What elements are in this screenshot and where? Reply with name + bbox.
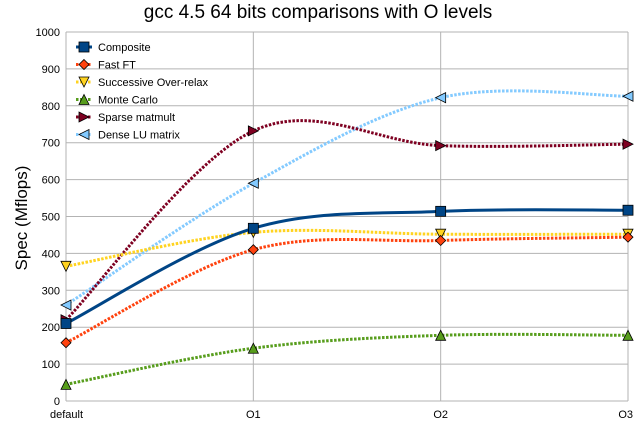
data-point	[435, 140, 447, 152]
x-tick-label: O3	[618, 409, 633, 421]
series-fast-ft	[60, 231, 634, 349]
data-point	[247, 222, 259, 234]
legend-item: Monte Carlo	[76, 93, 158, 107]
chart-title: gcc 4.5 64 bits comparisons with O level…	[143, 2, 493, 23]
legend-item: Dense LU matrix	[76, 128, 180, 142]
legend-item: Fast FT	[76, 58, 136, 72]
legend-label: Dense LU matrix	[98, 130, 180, 142]
y-tick-labels: 0 100 200 300 400 500 600 700 800 900 1000	[36, 27, 60, 408]
legend-swatch-marker	[78, 76, 90, 88]
legend-swatch-marker	[78, 128, 90, 141]
data-point	[622, 329, 634, 341]
data-point	[247, 177, 259, 189]
data-point	[622, 204, 634, 216]
data-point	[435, 234, 447, 247]
data-point	[435, 228, 447, 241]
data-point	[60, 260, 72, 273]
data-point	[622, 138, 634, 150]
legend-item: Sparse matmult	[76, 111, 175, 124]
data-point	[60, 337, 72, 349]
legend-label: Sparse matmult	[98, 112, 175, 124]
y-tick-label: 900	[42, 64, 60, 76]
data-point	[247, 244, 259, 256]
data-point	[247, 125, 260, 137]
series-sparse-matmult	[60, 119, 634, 326]
y-tick-label: 200	[42, 322, 60, 334]
legend: Composite Fast FT Successive Over-relax Mon…	[76, 41, 209, 142]
legend-label: Composite	[98, 42, 151, 54]
legend-label: Fast FT	[98, 60, 136, 72]
series-line	[65, 235, 629, 345]
series-layer	[60, 89, 634, 390]
legend-swatch-marker	[78, 58, 90, 71]
y-tick-label: 0	[54, 396, 60, 408]
data-point	[622, 90, 634, 102]
x-tick-label: O2	[433, 409, 448, 421]
series-composite	[60, 204, 634, 329]
series-monte-carlo	[60, 329, 634, 390]
legend-swatch-marker	[78, 41, 90, 53]
legend-swatch-marker	[78, 111, 90, 123]
data-point	[435, 205, 447, 217]
series-line	[65, 208, 629, 325]
legend-label: Successive Over-relax	[98, 77, 209, 89]
data-point	[247, 342, 259, 354]
y-tick-label: 500	[42, 212, 60, 224]
y-tick-label: 300	[42, 285, 60, 297]
series-line	[65, 332, 629, 386]
series-line	[65, 228, 629, 268]
y-tick-label: 400	[42, 248, 60, 260]
data-point	[60, 299, 72, 311]
series-line	[64, 119, 629, 321]
data-point	[60, 378, 72, 390]
data-point	[622, 231, 634, 243]
legend-label: Monte Carlo	[98, 95, 158, 107]
x-tick-label: O1	[246, 409, 261, 421]
data-point	[60, 318, 72, 329]
data-point	[434, 92, 447, 104]
y-tick-label: 600	[42, 175, 60, 187]
legend-item: Composite	[76, 41, 151, 54]
data-point	[435, 329, 447, 341]
x-tick-label: default	[50, 409, 83, 421]
y-tick-label: 1000	[36, 27, 60, 39]
y-tick-label: 100	[42, 359, 60, 371]
legend-swatch-marker	[78, 93, 90, 105]
y-tick-label: 700	[42, 138, 60, 150]
legend-item: Successive Over-relax	[76, 76, 209, 89]
y-tick-label: 800	[42, 101, 60, 113]
x-tick-labels: default O1 O2 O3	[50, 409, 633, 421]
